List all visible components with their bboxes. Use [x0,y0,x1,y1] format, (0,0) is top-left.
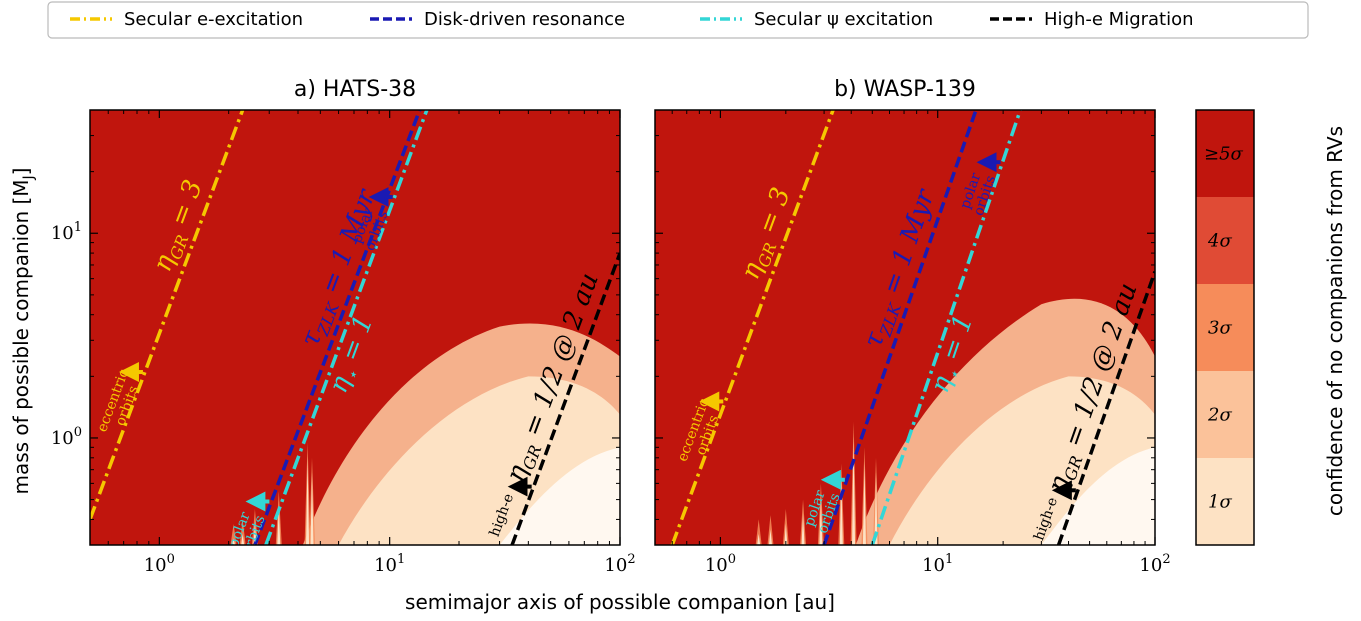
colorbar: 1σ 2σ 3σ 4σ ≥5σ [1195,109,1255,546]
resonance-spike-core [241,533,245,545]
resonance-spike-core [819,497,823,545]
y-axis-title: mass of possible companion [MJ] [9,168,37,495]
colorbar-frame [1195,109,1255,546]
legend-label-secular-excitation: Secular ψ excitation [754,9,933,30]
panel-title: a) HATS-38 [294,77,416,102]
series-line-secular-e-excitation [670,110,835,545]
series-line-disk-driven-resonance [253,110,422,545]
x-tick-label: 102 [604,552,635,576]
resonance-spike-core [757,533,761,545]
colorbar-segment-2-1 [1196,371,1254,458]
resonance-spike-core [310,472,314,545]
x-tick-label: 101 [374,552,405,576]
x-tick-label: 102 [1139,552,1170,576]
y-axis-title-main: mass of possible companion [M [9,179,33,494]
plot-frame [654,109,1156,546]
resonance-spike-core [874,472,878,545]
panel-title: b) WASP-139 [834,77,976,102]
colorbar-label-4: ≥5σ [1204,144,1244,165]
no-constraint-region [1041,447,1155,545]
legend: Secular e-excitation Disk-driven resonanc… [47,1,1309,39]
legend-label-disk-driven-resonance: Disk-driven resonance [424,9,625,30]
legend-label-secular-e-excitation: Secular e-excitation [124,9,303,30]
series-line-secular-excitation [870,110,1022,545]
colorbar-segment-4-3 [1196,197,1254,284]
resonance-spike-core [306,456,310,545]
x-tick-label: 100 [144,552,175,576]
resonance-spike-core [277,505,281,545]
series-line-high-e-migration [1056,270,1155,545]
y-axis-title-end: ] [9,168,33,176]
y-tick-label: 100 [51,425,82,449]
colorbar-segment-3-2 [1196,284,1254,371]
series-line-disk-driven-resonance [822,110,978,545]
resonance-spike-core [768,529,772,545]
resonance-spike-core [232,538,236,545]
resonance-spike-core [801,514,805,545]
colorbar-title: confidence of no companions from RVs [1323,126,1347,516]
resonance-spike-core [839,477,843,545]
resonance-spike-core [852,436,856,545]
legend-label-high-e-migration: High-e Migration [1044,9,1194,30]
colorbar-label-1: 2σ [1207,405,1232,426]
colorbar-segment-5-4 [1196,110,1254,197]
x-tick-label: 101 [922,552,953,576]
legend-frame [47,1,1309,39]
y-axis-title-sub: J [21,175,37,180]
colorbar-label-0: 1σ [1208,492,1232,513]
plot-frame [89,109,621,546]
colorbar-segment-1-0 [1196,458,1254,545]
series-line-secular-excitation [264,110,429,545]
y-tick-label: 101 [51,220,82,244]
colorbar-label-2: 3σ [1208,318,1232,339]
no-constraint-region [499,447,620,545]
resonance-spike-core [862,461,866,545]
resonance-spike [755,519,762,545]
resonance-spike [239,519,246,545]
series-line-secular-e-excitation [90,110,245,521]
resonance-spike-core [784,523,788,545]
series-line-high-e-migration [510,252,620,545]
colorbar-label-3: 4σ [1207,231,1232,252]
x-axis-title: semimajor axis of possible companion [au… [405,590,835,614]
x-tick-label: 100 [705,552,736,576]
resonance-spike [230,523,237,545]
